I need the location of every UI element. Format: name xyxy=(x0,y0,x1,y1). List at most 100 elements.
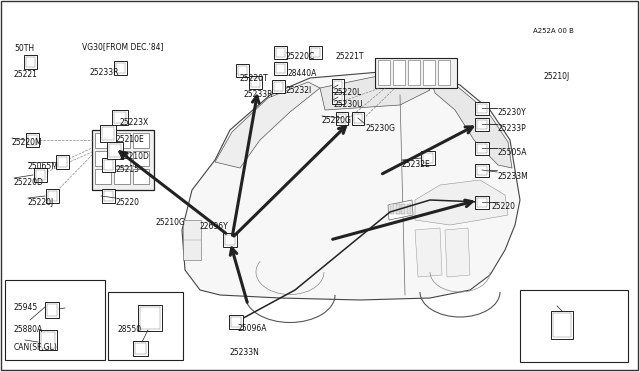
Bar xyxy=(551,311,573,339)
Bar xyxy=(477,166,487,174)
Bar xyxy=(134,343,145,353)
Bar xyxy=(114,112,126,122)
Bar xyxy=(33,168,47,182)
Text: 25233R: 25233R xyxy=(90,68,120,77)
Text: 25220: 25220 xyxy=(116,198,140,207)
Bar xyxy=(108,292,183,360)
Bar xyxy=(138,305,162,331)
Polygon shape xyxy=(415,180,508,225)
Bar xyxy=(102,189,115,203)
Bar xyxy=(477,144,487,153)
Bar xyxy=(438,60,450,85)
Bar xyxy=(271,80,285,93)
Bar xyxy=(378,60,390,85)
Text: 25230G: 25230G xyxy=(365,124,395,133)
Text: 25220T: 25220T xyxy=(240,74,269,83)
Bar xyxy=(236,64,248,77)
Bar xyxy=(47,191,56,201)
Bar xyxy=(114,133,130,148)
Bar xyxy=(140,307,160,329)
Bar xyxy=(45,302,59,318)
Bar xyxy=(475,102,489,115)
Bar xyxy=(58,157,67,167)
Bar xyxy=(248,76,262,89)
Text: 25880A: 25880A xyxy=(14,325,44,334)
Bar xyxy=(334,93,342,102)
Text: 25220L: 25220L xyxy=(333,88,361,97)
Bar xyxy=(332,78,344,92)
Bar xyxy=(114,151,130,166)
Polygon shape xyxy=(415,228,442,277)
Bar xyxy=(477,103,487,112)
Bar xyxy=(109,144,121,157)
Bar xyxy=(47,304,57,316)
Bar xyxy=(28,135,36,145)
Text: 50TH: 50TH xyxy=(14,44,34,53)
Bar xyxy=(107,141,123,158)
Text: 25221: 25221 xyxy=(14,70,38,79)
Text: 25220J: 25220J xyxy=(28,198,54,207)
Bar xyxy=(401,204,405,214)
Text: VG30[FROM DEC.'84]: VG30[FROM DEC.'84] xyxy=(82,42,163,51)
Bar xyxy=(229,315,243,329)
Text: 25220M: 25220M xyxy=(12,138,43,147)
Bar xyxy=(393,60,405,85)
Bar xyxy=(423,153,433,163)
Text: 25232I: 25232I xyxy=(285,86,311,95)
Bar xyxy=(396,204,399,214)
Bar xyxy=(338,113,346,122)
Bar xyxy=(92,130,154,190)
Bar xyxy=(475,196,489,208)
Bar xyxy=(100,125,116,141)
Bar xyxy=(5,280,105,360)
Text: 25232E: 25232E xyxy=(402,160,431,169)
Bar xyxy=(354,113,362,122)
Bar xyxy=(95,133,111,148)
Bar xyxy=(35,170,45,180)
Bar xyxy=(223,233,237,247)
Bar xyxy=(336,112,348,125)
Text: 25233N: 25233N xyxy=(230,348,260,357)
Bar xyxy=(102,126,114,140)
Bar xyxy=(39,330,57,350)
Bar xyxy=(133,133,149,148)
Bar xyxy=(310,48,319,57)
Text: 25230Y: 25230Y xyxy=(497,108,525,117)
Bar xyxy=(273,81,282,90)
Bar xyxy=(275,48,285,57)
Polygon shape xyxy=(320,76,430,110)
Bar xyxy=(26,57,35,67)
Text: 25210E: 25210E xyxy=(116,135,145,144)
Text: 22696Y: 22696Y xyxy=(199,222,228,231)
Bar xyxy=(475,141,489,154)
Bar xyxy=(114,169,130,184)
Bar xyxy=(24,55,36,69)
Text: 25230U: 25230U xyxy=(333,100,363,109)
Text: 25210J: 25210J xyxy=(543,72,569,81)
Bar xyxy=(104,160,113,170)
Bar xyxy=(95,151,111,166)
Text: 25220G: 25220G xyxy=(322,116,352,125)
Bar xyxy=(183,220,201,260)
Bar xyxy=(390,204,394,214)
Text: 25221T: 25221T xyxy=(336,52,365,61)
Text: 25505A: 25505A xyxy=(497,148,527,157)
Text: 25945: 25945 xyxy=(14,303,38,312)
Polygon shape xyxy=(430,78,512,168)
Bar xyxy=(475,118,489,131)
Bar xyxy=(237,65,246,74)
Bar xyxy=(95,169,111,184)
Bar xyxy=(112,109,128,125)
Polygon shape xyxy=(388,200,413,220)
Bar xyxy=(231,317,241,327)
Text: 28440A: 28440A xyxy=(288,69,317,78)
Bar xyxy=(477,198,487,206)
Text: 25220: 25220 xyxy=(491,202,515,211)
Text: 25215: 25215 xyxy=(116,165,140,174)
Text: 25210D: 25210D xyxy=(120,152,150,161)
Bar xyxy=(115,63,125,73)
Bar xyxy=(104,191,113,201)
Bar xyxy=(308,45,321,58)
Bar xyxy=(520,290,628,362)
Polygon shape xyxy=(182,72,520,300)
